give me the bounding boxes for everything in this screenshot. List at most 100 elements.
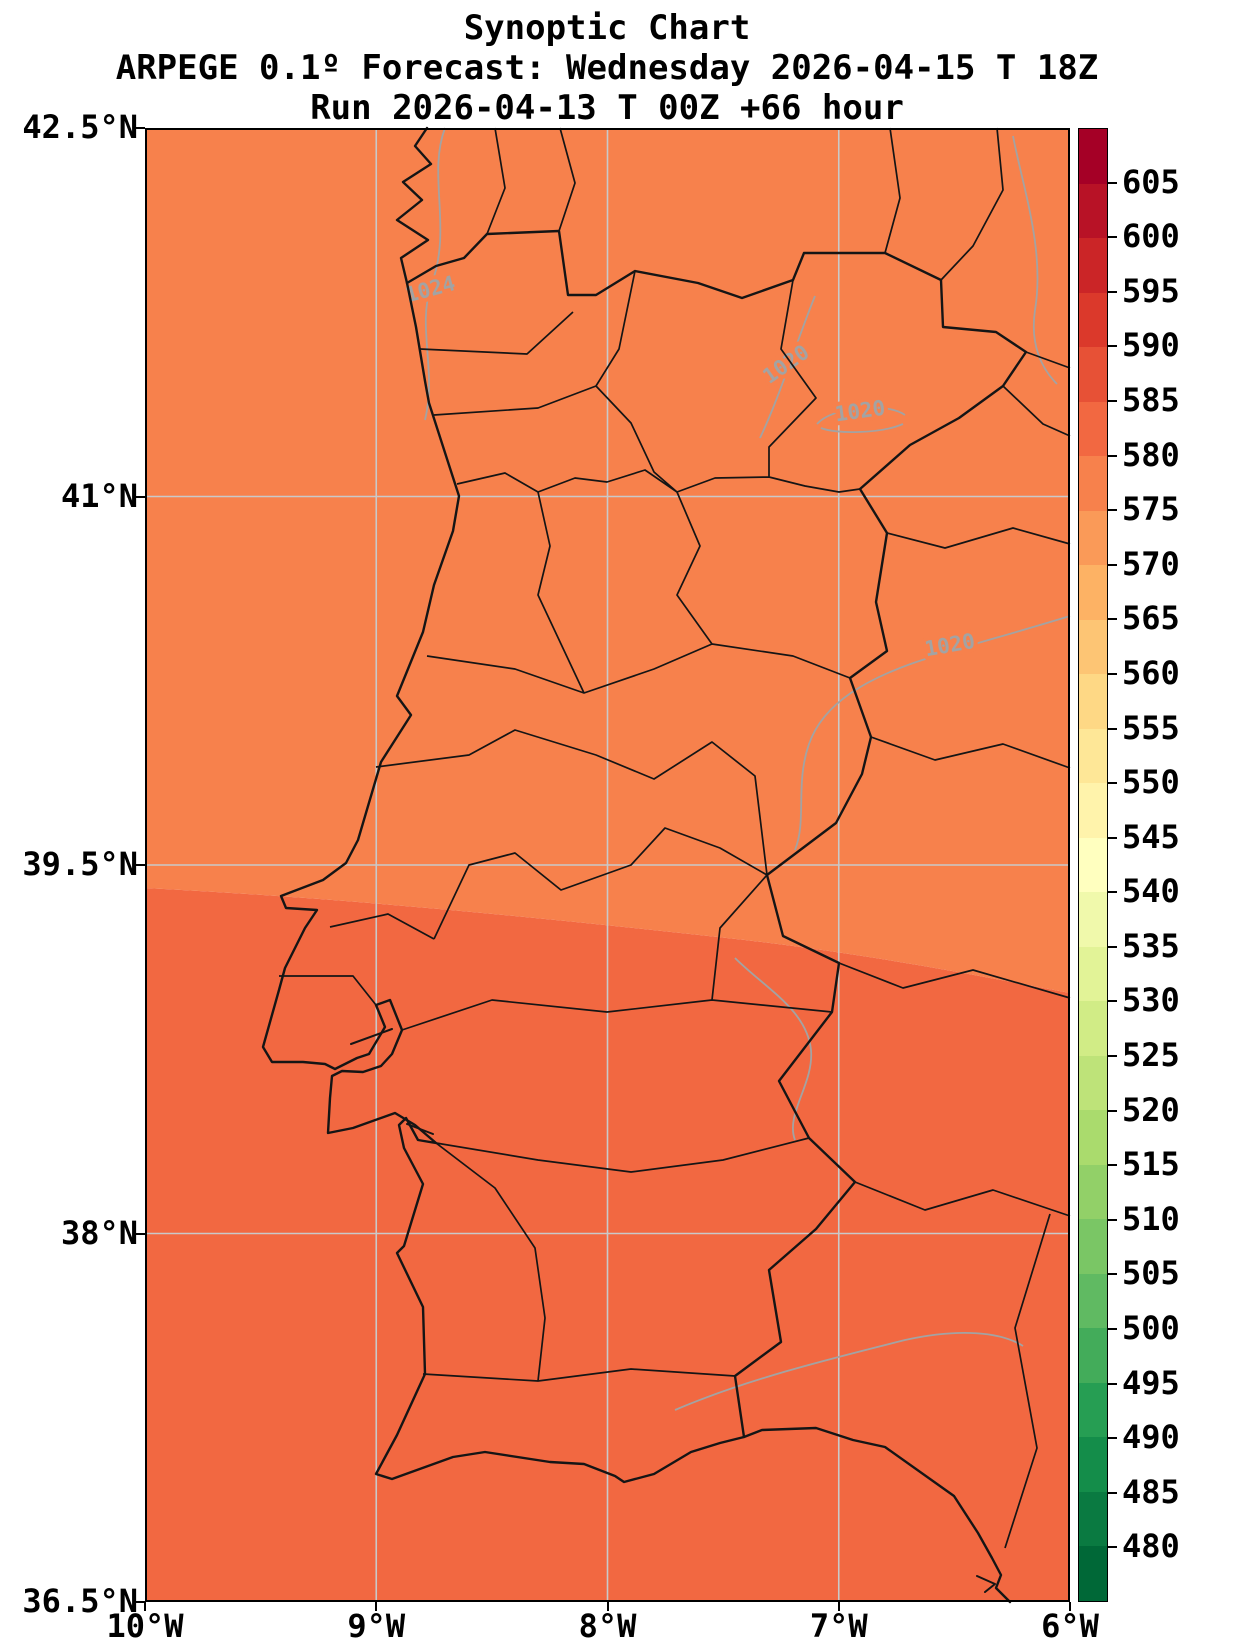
y-tick-mark <box>136 864 145 866</box>
colorbar-band <box>1079 1437 1107 1492</box>
x-tick-mark <box>375 1602 378 1611</box>
colorbar-band <box>1079 783 1107 838</box>
colorbar-tick-mark <box>1108 399 1117 402</box>
colorbar-tick-mark <box>1108 836 1117 839</box>
colorbar-tick-mark <box>1108 290 1117 293</box>
colorbar-tick-mark <box>1108 454 1117 457</box>
colorbar-tick-label: 530 <box>1122 981 1180 1020</box>
isobar-1020-line-c <box>794 615 1071 851</box>
portugal-district-lines <box>279 270 861 1382</box>
colorbar-tick-mark <box>1108 1109 1117 1112</box>
colorbar-tick-mark <box>1108 1491 1117 1494</box>
colorbar-tick-label: 490 <box>1122 1418 1180 1457</box>
colorbar-tick-label: 575 <box>1122 490 1180 529</box>
colorbar-tick-label: 495 <box>1122 1363 1180 1402</box>
colorbar-tick-label: 565 <box>1122 599 1180 638</box>
colorbar-tick-label: 535 <box>1122 926 1180 965</box>
colorbar-tick-mark <box>1108 345 1117 348</box>
colorbar-tick-mark <box>1108 672 1117 675</box>
colorbar-tick-label: 540 <box>1122 872 1180 911</box>
colorbar-tick-mark <box>1108 1218 1117 1221</box>
chart-subtitle: ARPEGE 0.1º Forecast: Wednesday 2026-04-… <box>115 48 1099 88</box>
colorbar-tick-mark <box>1108 1437 1117 1440</box>
colorbar-band <box>1079 892 1107 947</box>
colorbar-tick-mark <box>1108 782 1117 785</box>
colorbar-tick-label: 555 <box>1122 708 1180 747</box>
map-frame <box>145 128 1070 1602</box>
y-tick-mark <box>136 127 145 129</box>
colorbar-tick-label: 570 <box>1122 544 1180 583</box>
colorbar-tick-mark <box>1108 1273 1117 1276</box>
x-tick-label: 6°W <box>1041 1607 1099 1645</box>
isobar-1020-line-b <box>816 406 906 433</box>
colorbar-tick-mark <box>1108 1546 1117 1549</box>
spain-province-lines <box>486 127 1071 1549</box>
colorbar-tick-label: 515 <box>1122 1145 1180 1184</box>
colorbar-band <box>1079 1491 1107 1547</box>
colorbar-tick-label: 560 <box>1122 653 1180 692</box>
colorbar-tick-mark <box>1108 509 1117 512</box>
colorbar-tick-label: 585 <box>1122 380 1180 419</box>
y-tick-mark <box>136 495 145 498</box>
y-tick-label: 36.5°N <box>22 1582 138 1620</box>
district-boundaries <box>279 127 1071 1549</box>
y-tick-label: 39.5°N <box>22 845 138 883</box>
colorbar-band <box>1079 510 1107 566</box>
isobar-line-f <box>1012 135 1058 385</box>
colorbar-band <box>1079 292 1107 348</box>
colorbar-tick-label: 500 <box>1122 1309 1180 1348</box>
colorbar-tick-label: 525 <box>1122 1036 1180 1075</box>
colorbar-band <box>1079 1328 1107 1383</box>
colorbar-band <box>1079 728 1107 784</box>
colorbar-band <box>1079 565 1107 620</box>
y-tick-mark <box>136 1232 145 1235</box>
coastline <box>261 126 1012 1604</box>
colorbar-tick-label: 510 <box>1122 1199 1180 1238</box>
colorbar-band <box>1079 1055 1107 1111</box>
colorbar-tick-label: 600 <box>1122 217 1180 256</box>
colorbar-tick-label: 605 <box>1122 162 1180 201</box>
colorbar-tick-label: 520 <box>1122 1090 1180 1129</box>
colorbar-tick-mark <box>1108 727 1117 730</box>
colorbar-band <box>1079 1273 1107 1329</box>
colorbar-tick-mark <box>1108 1328 1117 1331</box>
isobar-1024-line <box>424 127 446 421</box>
y-tick-label: 38°N <box>60 1213 138 1252</box>
colorbar-tick-label: 480 <box>1122 1527 1180 1566</box>
colorbar-band <box>1079 1382 1107 1438</box>
colorbar-band <box>1079 129 1107 184</box>
y-tick-label: 42.5°N <box>22 108 138 146</box>
x-tick-label: 8°W <box>578 1607 637 1645</box>
isobar-1020-line-a <box>759 295 816 439</box>
colorbar-tick-mark <box>1108 1382 1117 1385</box>
chart-title: Synoptic Chart <box>463 8 751 48</box>
x-tick-label: 9°W <box>347 1607 406 1645</box>
colorbar-band <box>1079 183 1107 239</box>
x-tick-label: 7°W <box>809 1607 868 1645</box>
colorbar-band <box>1079 837 1107 893</box>
colorbar-tick-label: 595 <box>1122 271 1180 310</box>
colorbar-band <box>1079 1001 1107 1056</box>
isobar-line-e <box>674 1331 1024 1411</box>
colorbar-tick-mark <box>1108 1164 1117 1167</box>
colorbar-band <box>1079 1546 1107 1601</box>
colorbar-band <box>1079 1164 1107 1220</box>
x-tick-mark <box>606 1602 609 1611</box>
y-tick-mark <box>136 1601 145 1603</box>
colorbar-band <box>1079 619 1107 675</box>
colorbar-band <box>1079 674 1107 729</box>
chart-run-line: Run 2026-04-13 T 00Z +66 hour <box>310 88 904 128</box>
colorbar-tick-mark <box>1108 1000 1117 1003</box>
colorbar-band <box>1079 401 1107 457</box>
colorbar-tick-mark <box>1108 181 1117 184</box>
x-tick-mark <box>837 1602 840 1611</box>
y-tick-label: 41°N <box>60 476 138 515</box>
isobar-contours <box>424 127 1071 1411</box>
estuary-marks <box>350 1028 996 1593</box>
colorbar-tick-mark <box>1108 236 1117 239</box>
colorbar-band <box>1079 946 1107 1002</box>
x-tick-label: 10°W <box>106 1607 184 1645</box>
colorbar-tick-label: 545 <box>1122 817 1180 856</box>
colorbar-tick-mark <box>1108 563 1117 566</box>
